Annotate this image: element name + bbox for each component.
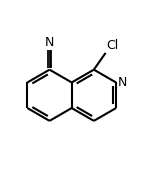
Text: N: N [45, 36, 54, 49]
Text: N: N [117, 76, 127, 89]
Text: Cl: Cl [106, 39, 119, 52]
